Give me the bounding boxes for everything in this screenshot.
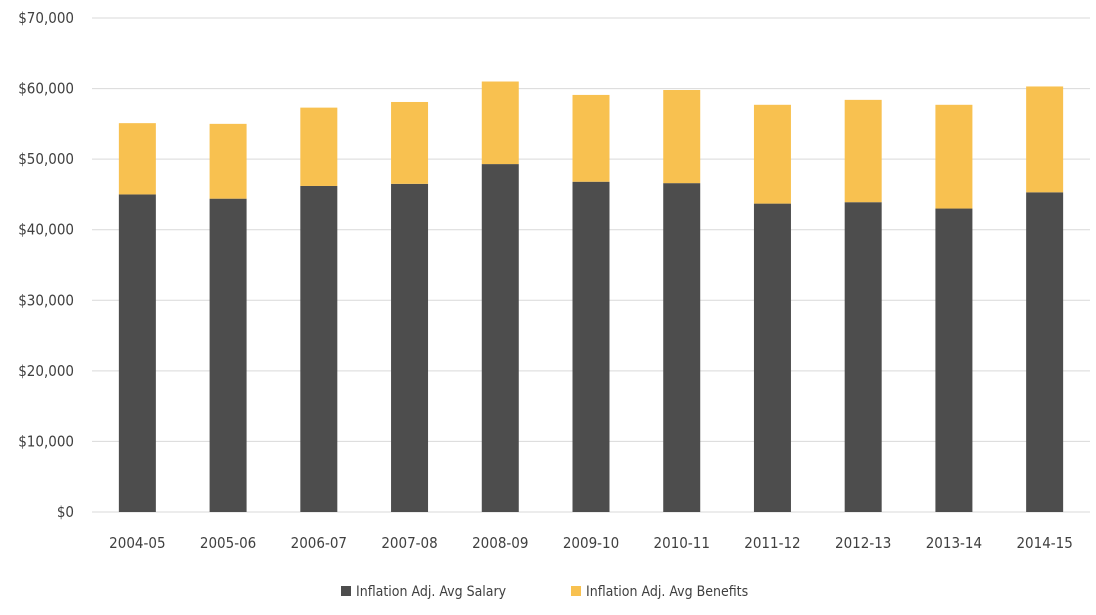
x-tick-label: 2009-10: [563, 534, 619, 552]
bar-segment-salary-2013-14: [935, 208, 973, 513]
bar-segment-benefits-2014-15: [1026, 86, 1064, 193]
bar-segment-benefits-2007-08: [391, 101, 429, 184]
y-tick-label: $50,000: [18, 150, 74, 168]
bar-segment-salary-2004-05: [118, 194, 156, 512]
x-axis-tick-labels: 2004-05 2005-06 2006-07 2007-08 2008-09 2009-…: [109, 534, 1073, 552]
bar-segment-salary-2007-08: [391, 183, 429, 513]
x-tick-label: 2006-07: [291, 534, 347, 552]
y-tick-label: $70,000: [18, 9, 74, 27]
y-tick-label: $30,000: [18, 291, 74, 309]
y-tick-label: $40,000: [18, 221, 74, 239]
legend-swatch-salary: [341, 586, 351, 596]
bar-segment-benefits-2011-12: [753, 104, 791, 204]
x-tick-label: 2012-13: [835, 534, 891, 552]
bar-segment-salary-2006-07: [300, 185, 338, 512]
legend-label-benefits: Inflation Adj. Avg Benefits: [586, 584, 748, 600]
bars: [118, 81, 1064, 513]
bar-segment-benefits-2006-07: [300, 107, 338, 186]
bar-segment-benefits-2004-05: [118, 123, 156, 195]
y-tick-label: $0: [57, 503, 74, 521]
legend-label-salary: Inflation Adj. Avg Salary: [356, 584, 507, 600]
bar-segment-benefits-2012-13: [844, 99, 882, 203]
bar-segment-salary-2009-10: [572, 181, 610, 512]
x-tick-label: 2014-15: [1016, 534, 1072, 552]
y-tick-label: $60,000: [18, 80, 74, 98]
bar-segment-salary-2010-11: [663, 183, 701, 512]
x-tick-label: 2008-09: [472, 534, 528, 552]
bar-segment-salary-2012-13: [844, 202, 882, 513]
y-tick-label: $20,000: [18, 362, 74, 380]
bar-segment-salary-2014-15: [1026, 192, 1064, 512]
x-tick-label: 2007-08: [381, 534, 437, 552]
x-tick-label: 2004-05: [109, 534, 165, 552]
y-tick-label: $10,000: [18, 432, 74, 450]
bar-segment-benefits-2009-10: [572, 94, 610, 182]
bar-segment-benefits-2008-09: [481, 81, 519, 165]
bar-segment-salary-2011-12: [753, 203, 791, 513]
x-tick-label: 2013-14: [926, 534, 982, 552]
x-tick-label: 2005-06: [200, 534, 256, 552]
bar-segment-salary-2008-09: [481, 164, 519, 512]
legend: Inflation Adj. Avg Salary Inflation Adj. …: [341, 584, 748, 600]
y-axis-tick-labels: $0 $10,000 $20,000 $30,000 $40,000 $50,000 $60…: [18, 9, 74, 521]
legend-swatch-benefits: [571, 586, 581, 596]
bar-segment-benefits-2010-11: [663, 89, 701, 184]
bar-segment-salary-2005-06: [209, 198, 247, 513]
x-tick-label: 2011-12: [744, 534, 800, 552]
bar-segment-benefits-2005-06: [209, 123, 247, 199]
bar-segment-benefits-2013-14: [935, 104, 973, 209]
x-tick-label: 2010-11: [654, 534, 710, 552]
